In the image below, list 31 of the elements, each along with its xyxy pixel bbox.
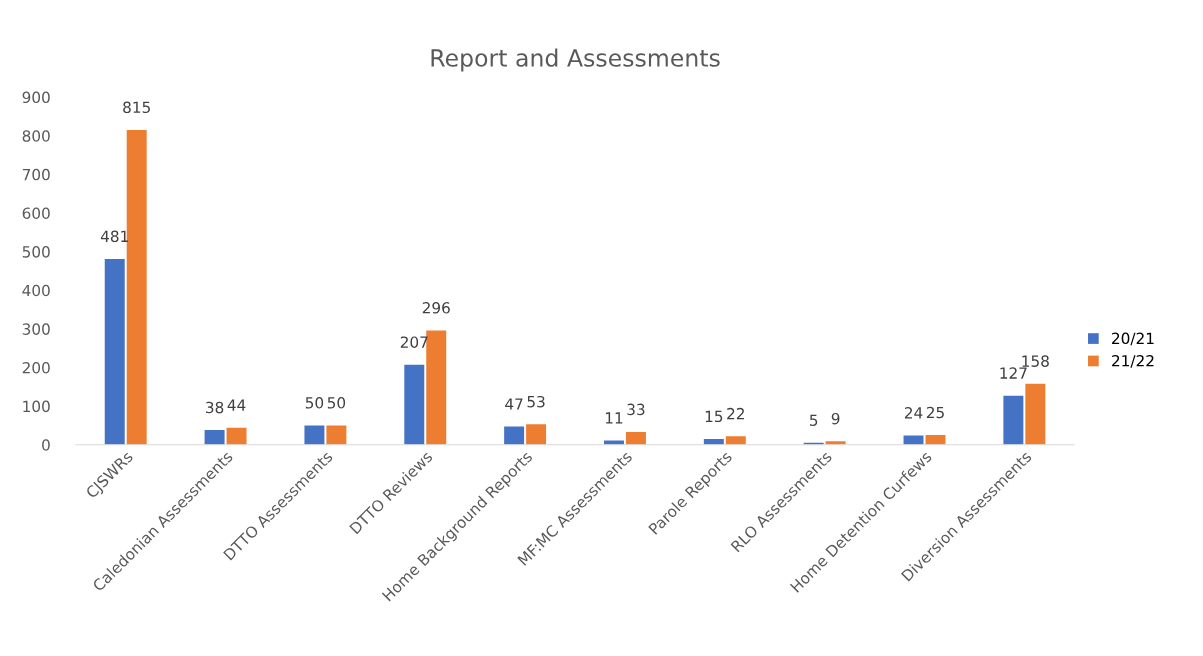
- data-label: 47: [505, 398, 523, 410]
- data-label: 11: [605, 412, 623, 424]
- data-label: 158: [1022, 355, 1049, 367]
- y-tick-label: 500: [22, 246, 50, 258]
- data-label: 50: [305, 397, 324, 409]
- chart-title: Report and Assessments: [431, 48, 720, 72]
- y-tick-label: 200: [22, 361, 50, 374]
- data-label: 24: [904, 407, 923, 419]
- y-tick-label: 100: [23, 400, 50, 413]
- y-tick-label: 800: [22, 130, 50, 142]
- data-label: 5: [809, 414, 818, 426]
- data-label: 25: [926, 406, 944, 419]
- data-label: 38: [206, 401, 224, 414]
- data-label: 53: [527, 395, 545, 408]
- data-label: 296: [422, 302, 450, 314]
- y-tick-label: 700: [22, 168, 50, 181]
- data-label: 127: [1000, 367, 1027, 379]
- y-tick-label: 600: [22, 207, 50, 219]
- legend-label: 21/22: [1112, 354, 1154, 368]
- y-tick-label: 0: [42, 439, 50, 451]
- data-label: 33: [627, 403, 645, 416]
- data-label: 44: [227, 399, 246, 411]
- data-label: 50: [327, 397, 346, 409]
- y-tick-label: 400: [22, 284, 50, 297]
- data-label: 22: [727, 407, 744, 420]
- data-label: 815: [123, 101, 150, 114]
- y-tick-label: 300: [22, 323, 50, 335]
- y-tick-label: 900: [22, 91, 50, 104]
- legend-label: 20/21: [1112, 332, 1154, 346]
- data-label: 15: [705, 410, 723, 423]
- data-label: 9: [831, 412, 840, 425]
